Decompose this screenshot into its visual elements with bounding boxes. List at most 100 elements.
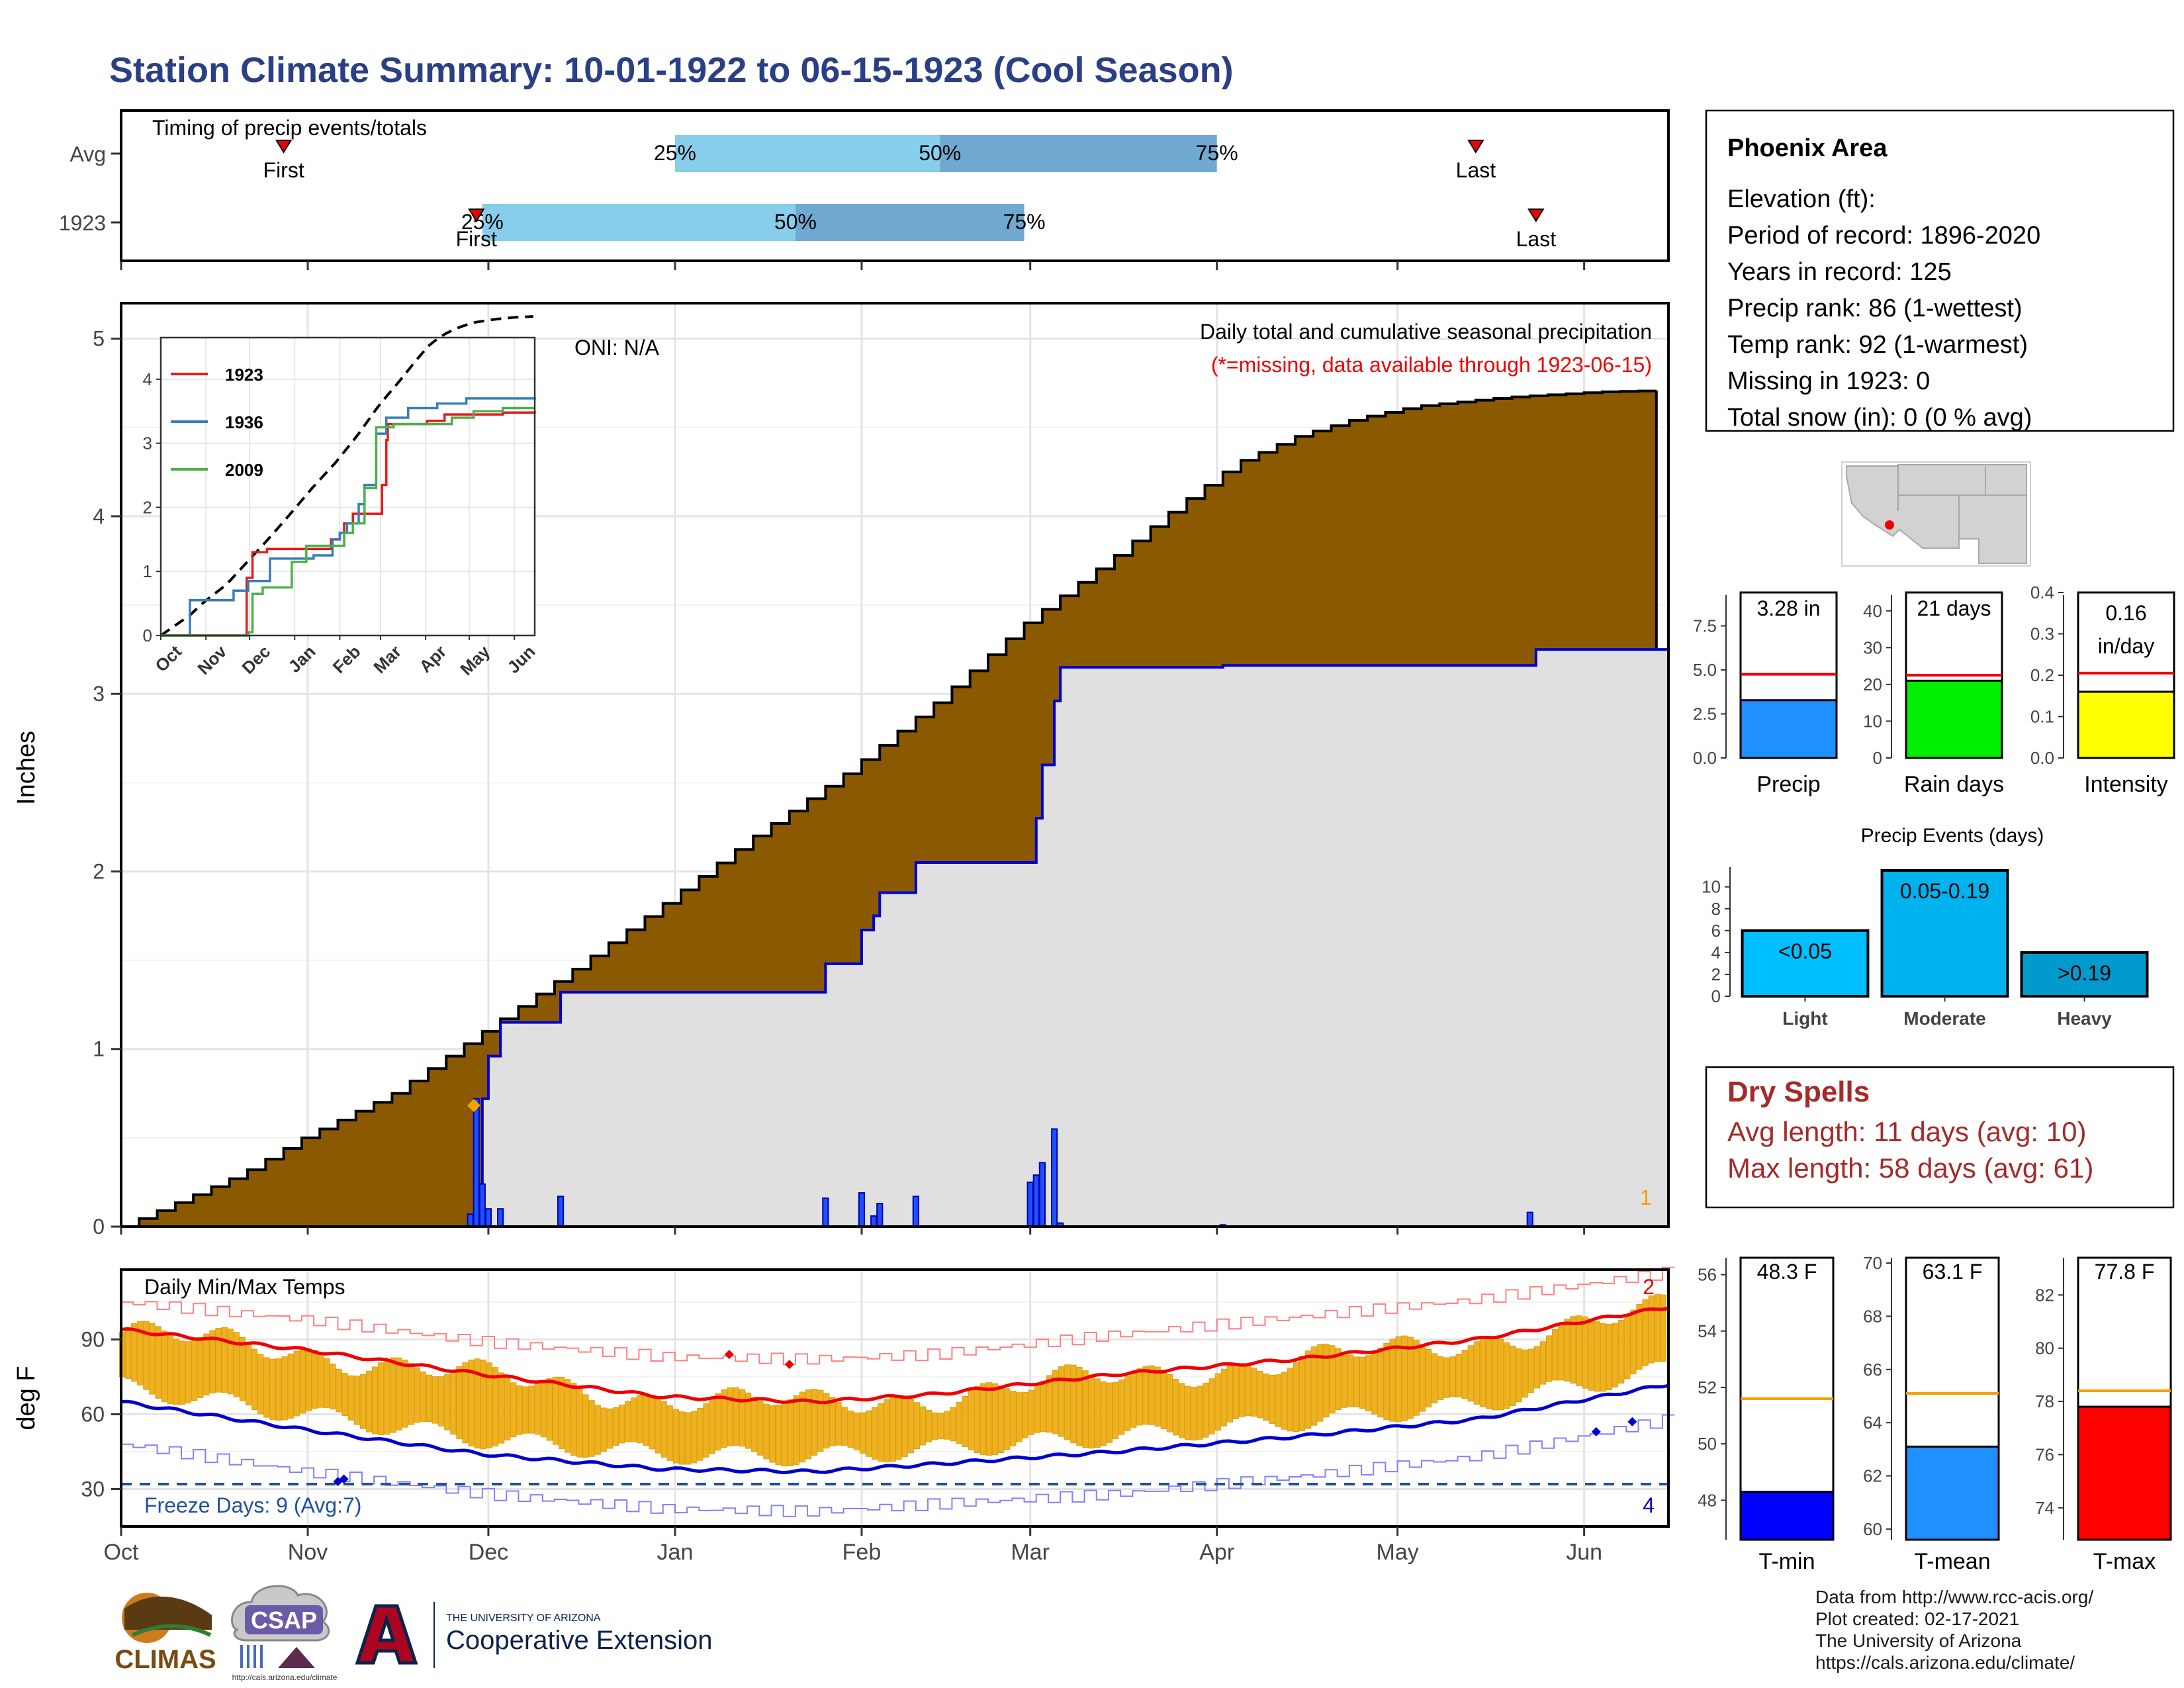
station-info-line: Temp rank: 92 (1-warmest)	[1727, 331, 2028, 359]
timing-bar-q25-q50	[674, 135, 940, 172]
daily-temp-bar	[703, 1403, 709, 1458]
daily-temp-bar	[913, 1402, 920, 1450]
daily-temp-bar	[1449, 1356, 1456, 1397]
daily-temp-bar	[1287, 1368, 1293, 1432]
climas-wordmark: CLIMAS	[114, 1645, 216, 1674]
temp-stat-tick-label: 56	[1698, 1265, 1717, 1285]
daily-temp-bar	[1473, 1341, 1480, 1405]
daily-temp-bar	[1251, 1368, 1257, 1417]
stat-bar-tick-label: 20	[1863, 675, 1882, 694]
temp-y-tick-label: 30	[81, 1477, 105, 1501]
daily-temp-bar	[209, 1330, 216, 1393]
timing-bar-q50-q75	[795, 204, 1024, 241]
events-tick-label: 6	[1711, 921, 1721, 941]
temp-stat-category-label: T-mean	[1914, 1549, 1990, 1574]
daily-temp-bar	[1432, 1353, 1438, 1404]
station-info-line: Years in record: 125	[1727, 258, 1952, 286]
temp-stat-tick-label: 82	[2035, 1285, 2054, 1305]
stat-bar-category-label: Intensity	[2084, 772, 2168, 797]
daily-temp-bar	[1594, 1321, 1600, 1392]
climas-logo: CLIMAS	[114, 1593, 216, 1674]
temp-stat-value	[1905, 1445, 2000, 1541]
daily-precip-bar	[876, 1203, 884, 1227]
daily-temp-bar	[998, 1385, 1005, 1454]
daily-temp-bar	[227, 1329, 234, 1395]
daily-temp-bar	[1142, 1366, 1149, 1425]
average-min-line	[120, 1383, 1669, 1475]
stat-bar-tick-label: 0.3	[2030, 624, 2054, 644]
daily-temp-bar	[889, 1396, 896, 1462]
inset-legend-label: 2009	[225, 460, 263, 480]
daily-temp-bar	[697, 1407, 704, 1461]
daily-temp-bar	[1076, 1366, 1083, 1446]
events-tick-label: 0	[1711, 986, 1721, 1006]
footer-credits: Data from http://www.rcc-acis.org/Plot c…	[1815, 1587, 2093, 1673]
daily-temp-bar	[318, 1353, 324, 1408]
daily-temp-bar	[341, 1373, 348, 1417]
daily-temp-bar	[907, 1398, 914, 1454]
daily-temp-bar	[588, 1400, 595, 1457]
daily-temp-bar	[336, 1368, 342, 1413]
record-low-count: 4	[1643, 1493, 1655, 1517]
station-locator-map	[1841, 461, 2031, 567]
inset-x-tick-label: Apr	[415, 641, 450, 677]
stat-bar-value	[1739, 699, 1838, 759]
daily-temp-bar	[565, 1379, 571, 1453]
events-bar	[1880, 868, 2009, 998]
timing-row-label-avg: Avg	[69, 142, 106, 166]
temp-panel: 30 60 90 deg F Daily Min/Max Temps Freeze …	[13, 1266, 1675, 1565]
daily-temp-bar	[594, 1405, 601, 1455]
daily-temp-bar	[1203, 1382, 1209, 1438]
precip-y-tick-label: 3	[93, 682, 105, 706]
daily-temp-bar	[1419, 1344, 1426, 1412]
daily-temp-bar	[257, 1354, 264, 1415]
daily-temp-bar	[1028, 1389, 1034, 1435]
record-max-line	[121, 1266, 1675, 1366]
daily-temp-bar	[1353, 1356, 1360, 1407]
daily-temp-bar	[1160, 1370, 1167, 1429]
daily-temp-bar	[727, 1387, 733, 1446]
daily-temp-bar	[1552, 1329, 1559, 1381]
dry-spells-frame	[1705, 1066, 2175, 1209]
daily-temp-bar	[1383, 1342, 1390, 1421]
daily-temp-bar	[944, 1411, 950, 1440]
daily-temp-bar	[745, 1392, 752, 1449]
timing-panel-label: Timing of precip events/totals	[152, 116, 427, 140]
station-info-box: Phoenix Area Elevation (ft): Period of re…	[1705, 109, 2175, 432]
temp-y-axis-label: deg F	[13, 1366, 40, 1430]
season-temp-bars: 48 50 52 54 56 48.3 F T-min 60 62 64 66 68 70 63.1 F T…	[1698, 1253, 2172, 1574]
daily-temp-bar	[829, 1397, 836, 1446]
daily-temp-bar	[582, 1394, 589, 1458]
daily-temp-bar	[1208, 1378, 1215, 1434]
events-category-label: Light	[1782, 1008, 1827, 1029]
daily-temp-bar	[1426, 1349, 1432, 1408]
events-tick-label: 8	[1711, 899, 1721, 919]
daily-temp-bar	[468, 1359, 475, 1447]
daily-temp-bar	[775, 1405, 782, 1466]
daily-temp-bar	[516, 1385, 523, 1435]
record-high-marker	[784, 1360, 794, 1370]
events-bar	[1741, 929, 1870, 998]
daily-temp-bar	[1220, 1368, 1227, 1427]
daily-temp-bar	[131, 1323, 138, 1382]
daily-temp-bar	[462, 1362, 469, 1444]
events-bar	[2020, 951, 2149, 998]
daily-temp-bar	[347, 1375, 354, 1421]
daily-temp-bar	[1510, 1345, 1516, 1406]
footer-credit-line: Data from http://www.rcc-acis.org/	[1815, 1587, 2093, 1607]
timing-first-marker	[275, 140, 293, 154]
daily-temp-bar	[625, 1401, 631, 1442]
timing-last-marker	[1467, 140, 1484, 154]
daily-temp-bar	[1618, 1319, 1625, 1384]
stat-bar-value-label: 3.28 in	[1756, 596, 1820, 620]
temp-stat-tick-label: 64	[1863, 1413, 1882, 1432]
stat-bar-category-label: Rain days	[1904, 772, 2004, 797]
daily-temp-bar	[1407, 1336, 1414, 1419]
daily-precip-bar	[870, 1215, 878, 1227]
daily-temp-bar	[751, 1396, 758, 1452]
stat-bar-value-label-line: 0.16	[2105, 601, 2146, 625]
daily-temp-bar	[618, 1404, 625, 1444]
daily-precip-bar	[858, 1192, 866, 1227]
daily-temp-bar	[1545, 1335, 1553, 1382]
inset-x-tick-label: Feb	[329, 641, 365, 677]
